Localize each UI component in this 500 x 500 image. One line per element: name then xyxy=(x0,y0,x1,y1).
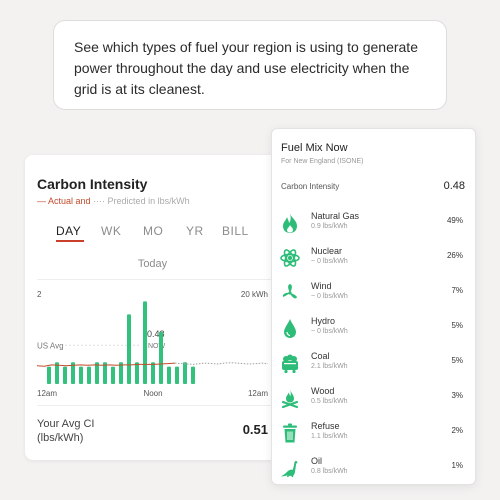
avg-ci-label: Your Avg CI (lbs/kWh) xyxy=(37,417,95,445)
usage-bar xyxy=(135,362,139,384)
usage-bar xyxy=(191,366,195,384)
fuel-name: Hydro xyxy=(311,316,336,326)
usage-bar xyxy=(63,366,67,384)
fuel-amount: 0.8 lbs/kWh xyxy=(311,468,348,475)
usage-bar xyxy=(119,362,123,384)
dinosaur-icon xyxy=(280,461,298,478)
fuel-amount: 2.1 lbs/kWh xyxy=(311,363,348,370)
fan-icon xyxy=(282,284,297,299)
water-drop-icon xyxy=(284,319,296,338)
fuel-percent: 2% xyxy=(451,426,463,435)
usage-bar xyxy=(87,366,91,384)
us-avg-label: US Avg xyxy=(37,341,64,350)
carbon-intensity-title: Carbon Intensity xyxy=(37,176,148,192)
fuel-percent: 49% xyxy=(446,216,463,225)
usage-bar xyxy=(167,366,171,384)
fuel-amount: 0.5 lbs/kWh xyxy=(311,398,348,405)
carbon-intensity-chart: 2 20 kWh US Avg 0.48 NOW 12am Noon 12am xyxy=(36,290,269,398)
fuel-row-oil: Oil 0.8 lbs/kWh 1% xyxy=(272,454,477,484)
fuel-row-coal: Coal 2.1 lbs/kWh 5% xyxy=(272,349,477,379)
fuel-ci-value: 0.48 xyxy=(443,180,465,192)
fuel-amount: ~ 0 lbs/kWh xyxy=(311,293,348,300)
legend-predicted: ···· Predicted in lbs/kWh xyxy=(93,196,190,206)
fuel-percent: 5% xyxy=(451,321,463,330)
usage-bar xyxy=(175,366,179,384)
info-message-text: See which types of fuel your region is u… xyxy=(74,39,418,97)
fuel-percent: 26% xyxy=(446,251,463,260)
x-tick-label: Noon xyxy=(143,389,162,398)
fuel-amount: 0.9 lbs/kWh xyxy=(311,223,348,230)
x-tick-label: 12am xyxy=(248,389,268,398)
avg-ci-value: 0.51 xyxy=(242,422,268,437)
usage-bar xyxy=(47,366,51,384)
fuel-percent: 5% xyxy=(451,356,463,365)
fuel-row-wind: Wind ~ 0 lbs/kWh 7% xyxy=(272,279,477,309)
flame-icon xyxy=(283,213,297,233)
campfire-icon xyxy=(281,389,299,409)
fuel-mix-region: For New England (ISONE) xyxy=(281,158,364,165)
fuel-percent: 7% xyxy=(451,286,463,295)
fuel-row-wood: Wood 0.5 lbs/kWh 3% xyxy=(272,384,477,414)
period-label: Today xyxy=(137,258,168,270)
usage-bar xyxy=(151,362,155,384)
fuel-amount: 1.1 lbs/kWh xyxy=(311,433,348,440)
usage-bar xyxy=(159,331,163,384)
coal-cart-icon xyxy=(282,354,298,374)
now-marker-label: NOW xyxy=(148,343,166,350)
active-tab-indicator xyxy=(56,240,84,242)
fuel-row-nuclear: Nuclear ~ 0 lbs/kWh 26% xyxy=(272,244,477,274)
fuel-percent: 3% xyxy=(451,391,463,400)
usage-bar xyxy=(55,362,59,384)
usage-bar xyxy=(183,362,187,384)
fuel-name: Oil xyxy=(311,456,322,466)
x-tick-label: 12am xyxy=(37,389,57,398)
tab-year[interactable]: YR xyxy=(186,224,204,238)
tab-week[interactable]: WK xyxy=(101,224,122,238)
atom-icon xyxy=(280,249,300,267)
legend-actual: — Actual and xyxy=(37,196,91,206)
left-axis-label: 2 xyxy=(37,290,42,299)
actual-ci-line xyxy=(36,362,176,367)
usage-bar xyxy=(111,366,115,384)
fuel-row-refuse: Refuse 1.1 lbs/kWh 2% xyxy=(272,419,477,449)
tab-bill[interactable]: BILL xyxy=(222,224,249,238)
usage-bar xyxy=(127,314,131,384)
fuel-amount: ~ 0 lbs/kWh xyxy=(311,258,348,265)
right-axis-label: 20 kWh xyxy=(241,290,268,299)
fuel-name: Refuse xyxy=(311,421,340,431)
predicted-ci-line xyxy=(174,362,269,365)
usage-bar xyxy=(95,362,99,384)
fuel-row-natural-gas: Natural Gas 0.9 lbs/kWh 49% xyxy=(272,209,477,239)
fuel-percent: 1% xyxy=(451,461,463,470)
fuel-mix-card: Fuel Mix Now For New England (ISONE) Car… xyxy=(271,128,476,485)
period-tabs: DAY WK MO YR BILL xyxy=(56,224,286,242)
current-ci-value: 0.48 xyxy=(147,329,165,339)
fuel-name: Natural Gas xyxy=(311,211,360,221)
trash-can-icon xyxy=(283,423,297,443)
fuel-name: Wind xyxy=(311,281,332,291)
avg-ci-label-line1: Your Avg CI xyxy=(37,418,95,430)
fuel-mix-title: Fuel Mix Now xyxy=(281,142,348,154)
fuel-name: Wood xyxy=(311,386,335,396)
chart-top-divider xyxy=(37,279,280,280)
fuel-ci-label: Carbon Intensity xyxy=(281,182,340,191)
fuel-name: Nuclear xyxy=(311,246,343,256)
usage-bar xyxy=(143,301,147,384)
fuel-name: Coal xyxy=(311,351,330,361)
carbon-intensity-card: Carbon Intensity — Actual and ···· Predi… xyxy=(25,155,280,460)
usage-bar xyxy=(79,366,83,384)
usage-bar xyxy=(103,362,107,384)
tab-month[interactable]: MO xyxy=(143,224,164,238)
tab-day[interactable]: DAY xyxy=(56,224,82,238)
avg-divider xyxy=(37,405,280,406)
chart-legend: — Actual and ···· Predicted in lbs/kWh xyxy=(37,196,190,206)
info-message-bubble: See which types of fuel your region is u… xyxy=(53,20,447,110)
usage-bar xyxy=(71,362,75,384)
fuel-amount: ~ 0 lbs/kWh xyxy=(311,328,348,335)
fuel-row-hydro: Hydro ~ 0 lbs/kWh 5% xyxy=(272,314,477,344)
avg-ci-label-line2: (lbs/kWh) xyxy=(37,432,84,444)
